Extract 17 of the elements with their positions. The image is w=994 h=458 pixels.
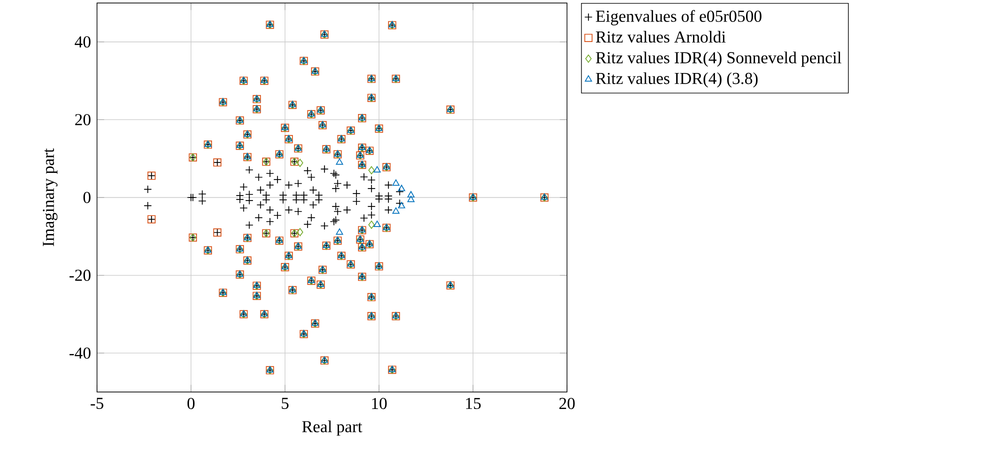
- y-tick-label: -40: [70, 347, 90, 359]
- x-tick-label: -5: [90, 398, 104, 409]
- legend-label: Ritz values Arnoldi: [596, 30, 726, 43]
- x-tick-label: 0: [187, 398, 195, 410]
- x-tick-label: 10: [372, 398, 387, 410]
- y-axis-title: Imaginary part: [42, 148, 58, 246]
- legend-label: Ritz values IDR(4) (3.8): [596, 72, 758, 88]
- y-tick-label: 20: [75, 114, 90, 126]
- x-tick-label: 5: [282, 398, 289, 409]
- x-tick-label: 20: [559, 398, 575, 410]
- y-tick-label: 0: [83, 192, 90, 204]
- y-tick-label: 40: [74, 36, 90, 48]
- x-axis-title: Real part: [302, 420, 362, 436]
- y-tick-label: -20: [70, 270, 90, 281]
- legend-label: Ritz values IDR(4) Sonneveld pencil: [596, 52, 842, 67]
- legend-label: Eigenvalues of e05r0500: [596, 10, 762, 26]
- x-tick-label: 15: [466, 398, 481, 410]
